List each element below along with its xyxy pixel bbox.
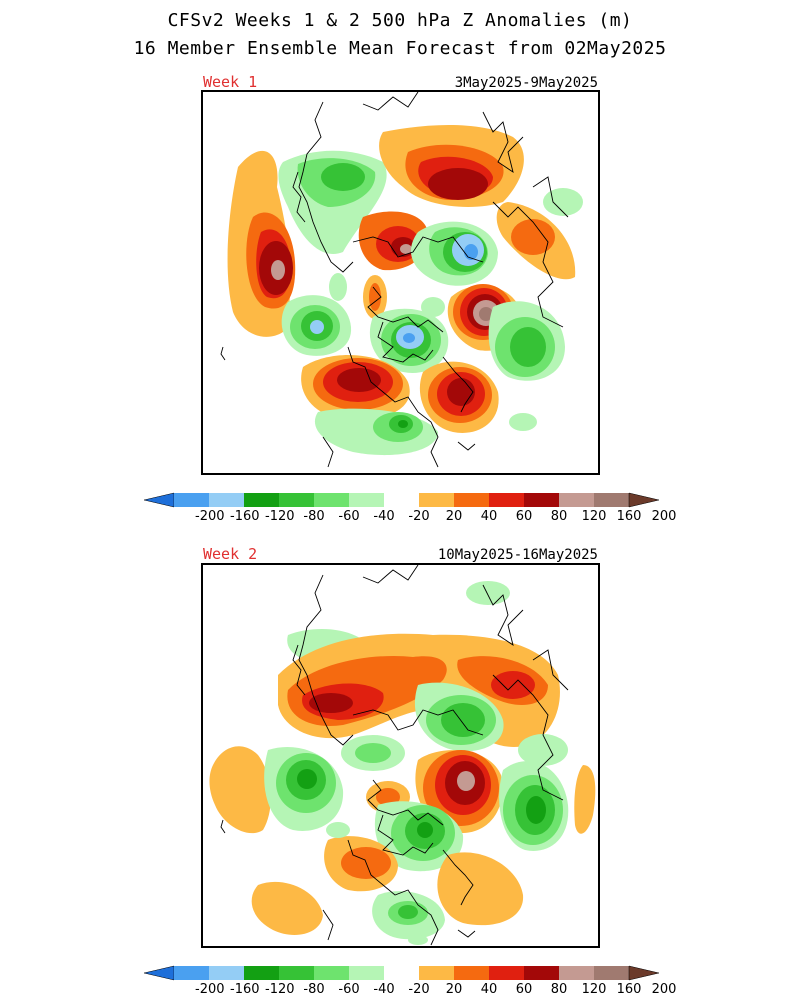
colorbar-swatch <box>454 966 489 980</box>
colorbar-swatch <box>209 493 244 507</box>
colorbar-tick-label: 60 <box>515 982 533 997</box>
week2-date-range: 10May2025-16May2025 <box>437 547 598 563</box>
colorbar-swatch <box>314 966 349 980</box>
colorbar-swatch <box>209 966 244 980</box>
colorbar-tick-label: -40 <box>373 509 395 524</box>
colorbar-swatch <box>594 493 629 507</box>
colorbar-swatch <box>174 493 209 507</box>
colorbar-tick-label: -60 <box>338 509 360 524</box>
week1-coastlines <box>220 92 569 468</box>
colorbar-low-arrow <box>143 965 175 981</box>
chart-subtitle: 16 Member Ensemble Mean Forecast from 02… <box>133 38 667 59</box>
colorbar-tick-label: -120 <box>265 982 295 997</box>
week2-colorbar-swatches <box>143 965 660 981</box>
week2-anomaly-shading <box>209 581 596 945</box>
colorbar-swatch <box>384 493 419 507</box>
colorbar-tick-label: -40 <box>373 982 395 997</box>
colorbar-swatch <box>489 966 524 980</box>
week2-anomaly-field <box>209 565 596 946</box>
colorbar-tick-label: 20 <box>445 509 463 524</box>
colorbar-swatch <box>454 493 489 507</box>
week2-map <box>201 563 600 948</box>
week1-anomaly-shading <box>227 125 583 456</box>
colorbar-swatch <box>349 493 384 507</box>
colorbar-tick-label: 40 <box>480 982 498 997</box>
colorbar-tick-label: -20 <box>408 509 430 524</box>
week1-label: Week 1 <box>203 73 258 91</box>
colorbar-swatch <box>489 493 524 507</box>
colorbar-swatch <box>559 493 594 507</box>
colorbar-tick-label: 40 <box>480 509 498 524</box>
colorbar-tick-label: 200 <box>651 509 677 524</box>
colorbar-tick-label: 60 <box>515 509 533 524</box>
colorbar-tick-label: 80 <box>550 509 568 524</box>
colorbar-swatch <box>349 966 384 980</box>
colorbar-swatch <box>174 966 209 980</box>
colorbar-swatch <box>594 966 629 980</box>
colorbar-tick-label: -200 <box>195 982 225 997</box>
week1-anomaly-field <box>220 92 583 468</box>
colorbar-swatch <box>244 966 279 980</box>
colorbar-swatch <box>559 966 594 980</box>
colorbar-tick-label: -20 <box>408 982 430 997</box>
colorbar-tick-label: 120 <box>581 982 607 997</box>
colorbar-swatch <box>524 493 559 507</box>
colorbar-swatch <box>244 493 279 507</box>
colorbar-tick-label: 120 <box>581 509 607 524</box>
colorbar-high-arrow <box>628 965 660 981</box>
chart-title: CFSv2 Weeks 1 & 2 500 hPa Z Anomalies (m… <box>167 10 633 31</box>
colorbar-tick-label: -120 <box>265 509 295 524</box>
colorbar-tick-label: -160 <box>230 982 260 997</box>
colorbar-swatch <box>314 493 349 507</box>
week2-colorbar: -200 -160 -120 -80 -60 -40 -20 20 40 60 80 120 160 20… <box>143 963 676 1000</box>
colorbar-swatch <box>279 493 314 507</box>
colorbar-swatch <box>524 966 559 980</box>
colorbar-tick-label: -80 <box>303 509 325 524</box>
week1-map <box>201 90 600 475</box>
colorbar-swatch <box>279 966 314 980</box>
colorbar-swatch <box>384 966 419 980</box>
colorbar-tick-label: 160 <box>616 509 642 524</box>
colorbar-tick-label: 20 <box>445 982 463 997</box>
week2-colorbar-labels: -200 -160 -120 -80 -60 -40 -20 20 40 60 80 120 160 20… <box>144 982 676 1000</box>
colorbar-high-arrow <box>628 492 660 508</box>
colorbar-tick-label: -60 <box>338 982 360 997</box>
week1-date-range: 3May2025-9May2025 <box>454 75 598 91</box>
week1-colorbar-labels: -200 -160 -120 -80 -60 -40 -20 20 40 60 80 120 160 20… <box>144 509 676 527</box>
colorbar-tick-label: -160 <box>230 509 260 524</box>
colorbar-tick-label: -80 <box>303 982 325 997</box>
colorbar-low-arrow <box>143 492 175 508</box>
colorbar-swatch <box>419 966 454 980</box>
colorbar-swatch <box>419 493 454 507</box>
week2-coastlines <box>220 565 569 946</box>
colorbar-tick-label: 80 <box>550 982 568 997</box>
week1-colorbar-swatches <box>143 492 660 508</box>
colorbar-tick-label: 160 <box>616 982 642 997</box>
colorbar-tick-label: 200 <box>651 982 677 997</box>
colorbar-tick-label: -200 <box>195 509 225 524</box>
week1-colorbar: -200 -160 -120 -80 -60 -40 -20 20 40 60 80 120 160 20… <box>143 490 676 530</box>
week2-label: Week 2 <box>203 545 258 563</box>
